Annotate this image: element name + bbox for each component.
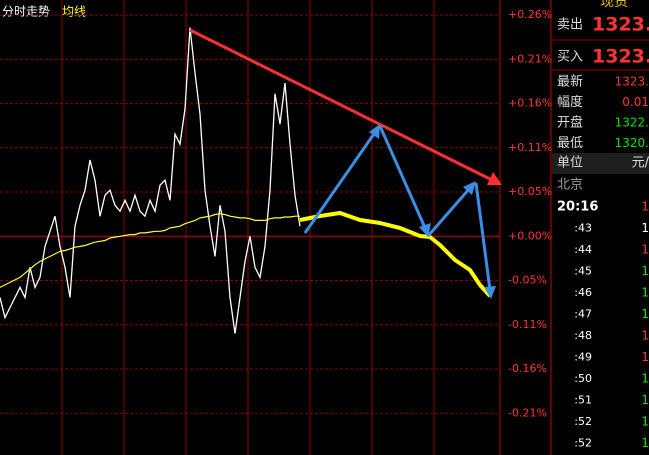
stat-label: 开盘 [557, 115, 583, 131]
unit-label: 单位 [557, 156, 583, 171]
chart-title: 分时走势 [2, 5, 50, 19]
tick-value: 1 [641, 436, 649, 450]
tick-time: :48 [574, 329, 592, 342]
quote-value: 1323.3 [592, 14, 649, 36]
tick-time: :47 [574, 308, 592, 321]
tick-value: 1 [641, 264, 649, 278]
tick-time: :50 [574, 372, 592, 385]
stat-value: 1320. [615, 136, 649, 150]
tick-time: :52 [574, 437, 592, 450]
unit-value: 元/ [632, 156, 649, 171]
tick-value: 1 [641, 329, 649, 343]
tick-time: :45 [574, 265, 592, 278]
tick-value: 1 [641, 243, 649, 257]
tick-time: :49 [574, 351, 592, 364]
quote-label: 卖出 [557, 18, 583, 33]
tick-time: :43 [574, 222, 592, 235]
y-tick-label: -0.21% [508, 406, 547, 419]
stat-label: 最新 [557, 74, 583, 90]
stat-label: 幅度 [557, 94, 583, 110]
trend-line [189, 28, 502, 185]
tick-time: :44 [574, 243, 592, 256]
tick-value: 1 [641, 350, 649, 364]
tick-value: 1 [641, 415, 649, 429]
stat-value: 1323. [615, 75, 649, 89]
city: 北京 [557, 178, 583, 193]
stat-value: 1322. [615, 116, 649, 130]
tick-time: 20:16 [557, 200, 598, 215]
stat-label: 最低 [557, 136, 583, 151]
legend-entry: 均线 [62, 5, 86, 19]
series-line [0, 27, 301, 334]
y-tick-label: -0.16% [508, 362, 547, 375]
tick-value: 1 [641, 372, 649, 386]
y-tick-label: -0.11% [508, 318, 547, 331]
y-tick-label: +0.21% [508, 52, 552, 65]
tick-value: 1 [641, 221, 649, 235]
tick-time: :46 [574, 286, 592, 299]
tick-value: 1 [641, 200, 649, 214]
y-tick-label: +0.26% [508, 8, 552, 21]
projection-line [299, 211, 492, 298]
quote-label: 买入 [557, 50, 583, 65]
wave-arrows [303, 124, 496, 299]
y-tick-label: +0.11% [508, 141, 552, 154]
panel-title: 现货 [600, 0, 628, 10]
tick-value: 1 [641, 307, 649, 321]
quote-value: 1323.1 [592, 46, 649, 68]
y-tick-label: -0.05% [508, 274, 547, 287]
unit-row-bg [552, 153, 649, 174]
y-tick-label: +0.16% [508, 97, 552, 110]
grid-frame [61, 0, 552, 455]
y-tick-label: +0.00% [508, 229, 552, 242]
tick-time: :52 [574, 415, 592, 428]
series-line [0, 213, 300, 288]
stat-value: 0.01 [622, 95, 649, 109]
tick-time: :51 [574, 394, 592, 407]
tick-value: 1 [641, 393, 649, 407]
y-tick-label: +0.05% [508, 185, 552, 198]
tick-value: 1 [641, 286, 649, 300]
